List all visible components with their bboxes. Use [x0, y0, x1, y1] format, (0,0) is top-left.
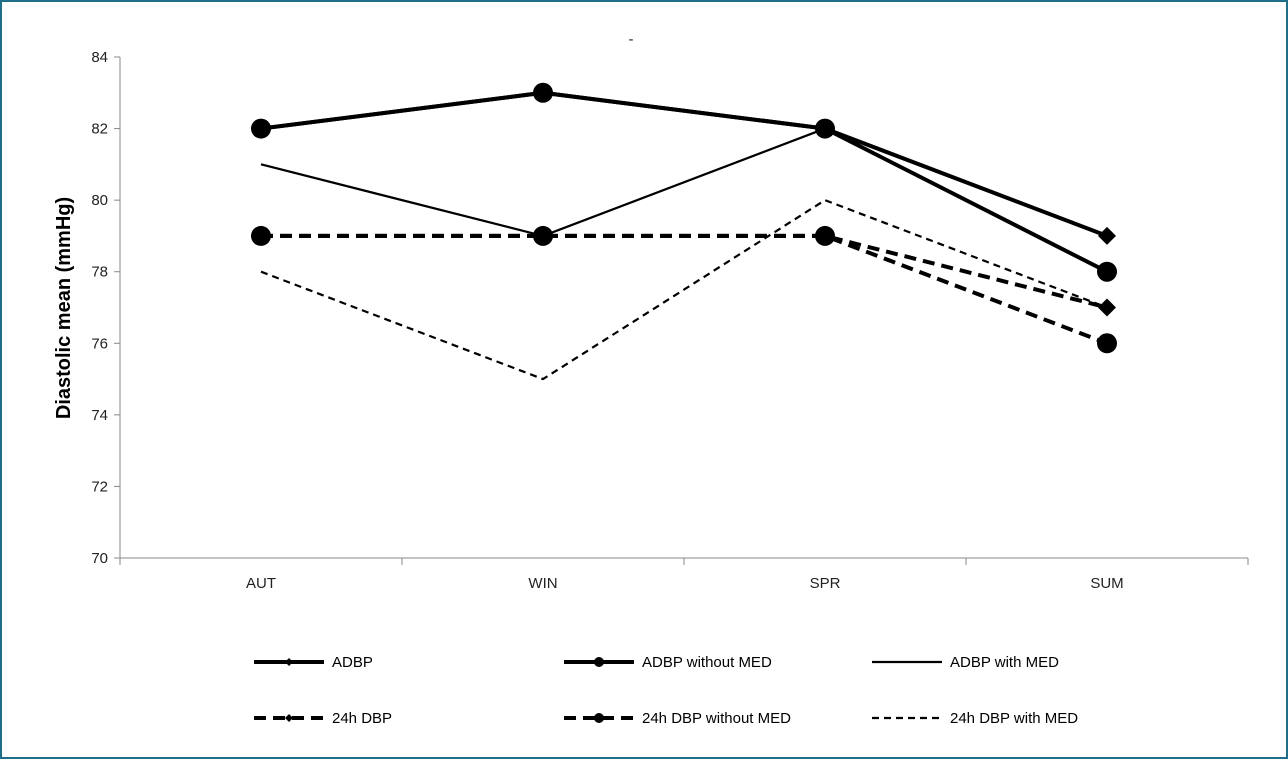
legend-label: ADBP with MED [950, 654, 1059, 671]
legend-label: ADBP [332, 654, 373, 671]
legend-item: 24h DBP with MED [872, 710, 1078, 727]
legend-label: 24h DBP without MED [642, 710, 791, 727]
series-line [260, 199, 1108, 381]
legend-item: 24h DBP [254, 710, 392, 727]
legend-label: ADBP without MED [642, 654, 772, 671]
legend-marker [285, 714, 293, 722]
x-tick-label: SPR [810, 575, 841, 592]
series-line [260, 127, 1108, 273]
data-point [533, 82, 553, 103]
legend-item: 24h DBP without MED [564, 710, 791, 727]
y-tick-label: 84 [91, 49, 108, 66]
y-tick-label: 82 [91, 121, 108, 138]
y-tick-label: 70 [91, 550, 108, 567]
y-tick-label: 72 [91, 478, 108, 495]
y-tick-label: 78 [91, 264, 108, 281]
series-4 [251, 225, 1117, 354]
legend-marker [285, 658, 293, 666]
legend-item: ADBP with MED [872, 654, 1059, 671]
legend-item: ADBP [254, 654, 373, 671]
y-tick-label: 74 [91, 407, 108, 424]
legend-label: 24h DBP with MED [950, 710, 1078, 727]
x-tick-label: AUT [246, 575, 276, 592]
x-tick-label: SUM [1090, 575, 1123, 592]
legend: ADBP ADBP without MED ADBP with MED 24h DBP… [254, 654, 1078, 727]
series-layer [251, 82, 1117, 381]
series-line [261, 233, 1108, 346]
data-point [533, 225, 553, 246]
data-point [815, 225, 835, 246]
series-0 [252, 83, 1116, 245]
series-2 [260, 127, 1108, 273]
legend-label: 24h DBP [332, 710, 392, 727]
legend-marker [594, 657, 604, 667]
legend-item: ADBP without MED [564, 654, 772, 671]
data-point [251, 225, 271, 246]
data-point [1098, 226, 1116, 245]
chart-title: - [629, 31, 634, 48]
series-3 [252, 226, 1116, 317]
legend-marker [594, 713, 604, 723]
series-5 [260, 199, 1108, 381]
data-point [1097, 333, 1117, 354]
x-tick-label: WIN [528, 575, 557, 592]
y-tick-label: 80 [91, 192, 108, 209]
axes: 70 72 74 76 78 80 82 84 AUT WIN SPR SUM [91, 49, 1249, 592]
y-axis-title: Diastolic mean (mmHg) [53, 197, 75, 419]
data-point [251, 118, 271, 139]
y-tick-label: 76 [91, 335, 108, 352]
